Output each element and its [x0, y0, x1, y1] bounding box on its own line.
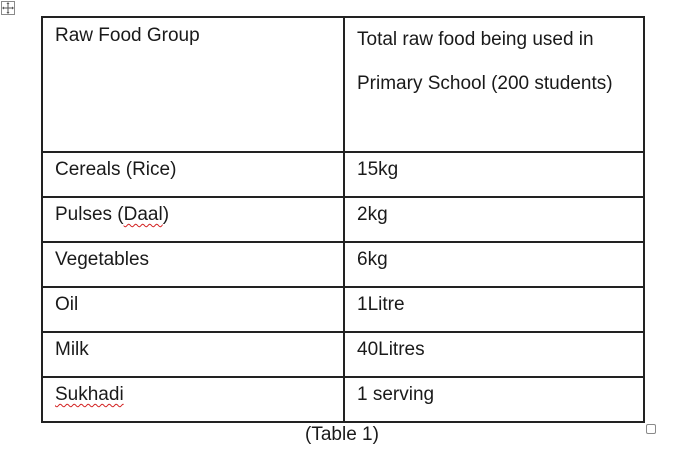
table-caption: (Table 1) — [305, 424, 379, 445]
cell-amount[interactable]: 1Litre — [343, 286, 645, 333]
table-row: Milk 40Litres — [41, 331, 645, 378]
table-row: Vegetables 6kg — [41, 241, 645, 288]
cell-amount[interactable]: 2kg — [343, 196, 645, 243]
spellcheck-flagged-word: Sukhadi — [55, 384, 124, 405]
cell-food-group[interactable]: Cereals (Rice) — [41, 151, 345, 198]
table-move-handle-icon[interactable] — [1, 1, 15, 15]
cell-food-group[interactable]: Vegetables — [41, 241, 345, 288]
table-row: Pulses (Daal) 2kg — [41, 196, 645, 243]
table-row: Cereals (Rice) 15kg — [41, 151, 645, 198]
table-header-row: Raw Food Group Total raw food being used… — [41, 16, 645, 153]
cell-amount[interactable]: 40Litres — [343, 331, 645, 378]
cell-food-group[interactable]: Milk — [41, 331, 345, 378]
cell-amount[interactable]: 6kg — [343, 241, 645, 288]
cell-amount[interactable]: 15kg — [343, 151, 645, 198]
table-resize-handle-icon[interactable] — [646, 424, 656, 434]
raw-food-table: Raw Food Group Total raw food being used… — [41, 16, 645, 423]
cell-food-group[interactable]: Oil — [41, 286, 345, 333]
cell-text: ) — [162, 204, 170, 225]
cell-text: Pulses ( — [55, 204, 124, 225]
header-cell-raw-food-group[interactable]: Raw Food Group — [41, 16, 345, 153]
table-row: Sukhadi 1 serving — [41, 376, 645, 423]
header-cell-total-raw-food[interactable]: Total raw food being used in Primary Sch… — [343, 16, 645, 153]
cell-amount[interactable]: 1 serving — [343, 376, 645, 423]
cell-food-group[interactable]: Sukhadi — [41, 376, 345, 423]
spellcheck-flagged-word: Daal — [123, 204, 163, 225]
table-row: Oil 1Litre — [41, 286, 645, 333]
cell-food-group[interactable]: Pulses (Daal) — [41, 196, 345, 243]
